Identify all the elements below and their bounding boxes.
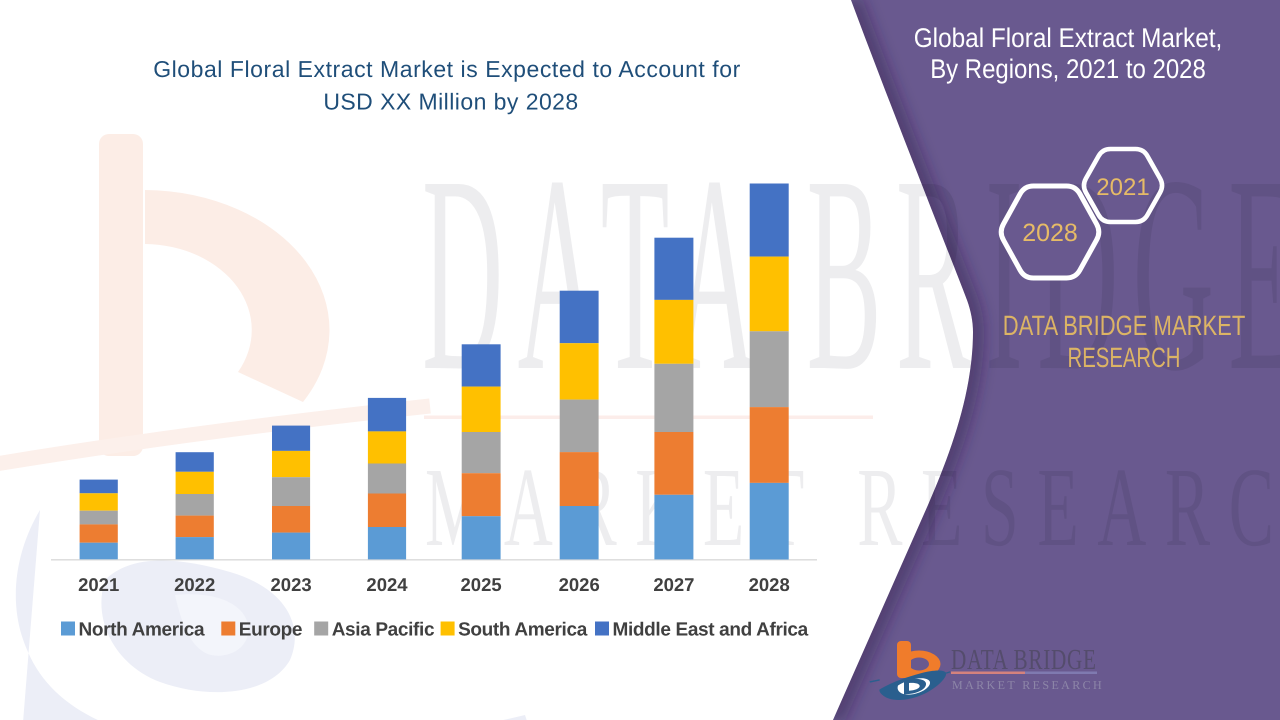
svg-text:2021: 2021 <box>78 574 119 595</box>
svg-text:North America: North America <box>79 620 205 641</box>
svg-text:DATA BRIDGE: DATA BRIDGE <box>951 644 1097 676</box>
svg-text:USD XX Million by 2028: USD XX Million by 2028 <box>323 89 578 115</box>
svg-text:Global Floral Extract Market,: Global Floral Extract Market, <box>914 23 1223 53</box>
svg-text:Middle East and Africa: Middle East and Africa <box>613 620 809 641</box>
svg-text:Asia Pacific: Asia Pacific <box>332 620 435 641</box>
svg-text:2024: 2024 <box>366 574 408 595</box>
svg-text:2025: 2025 <box>461 574 502 595</box>
svg-text:2026: 2026 <box>559 574 600 595</box>
svg-text:DATA BRIDGE MARKET: DATA BRIDGE MARKET <box>1003 310 1246 341</box>
svg-text:By Regions, 2021 to 2028: By Regions, 2021 to 2028 <box>930 54 1206 84</box>
svg-text:2028: 2028 <box>1022 219 1078 247</box>
svg-text:South America: South America <box>458 620 588 641</box>
svg-text:2023: 2023 <box>271 574 312 595</box>
svg-text:2022: 2022 <box>174 574 215 595</box>
svg-text:Global Floral Extract Market i: Global Floral Extract Market is Expected… <box>153 56 741 82</box>
svg-text:2021: 2021 <box>1096 174 1149 201</box>
svg-text:MARKET RESEARCH: MARKET RESEARCH <box>952 678 1104 692</box>
svg-text:2028: 2028 <box>749 574 790 595</box>
svg-text:RESEARCH: RESEARCH <box>1068 342 1181 373</box>
svg-text:2027: 2027 <box>653 574 694 595</box>
svg-text:Europe: Europe <box>239 620 302 641</box>
